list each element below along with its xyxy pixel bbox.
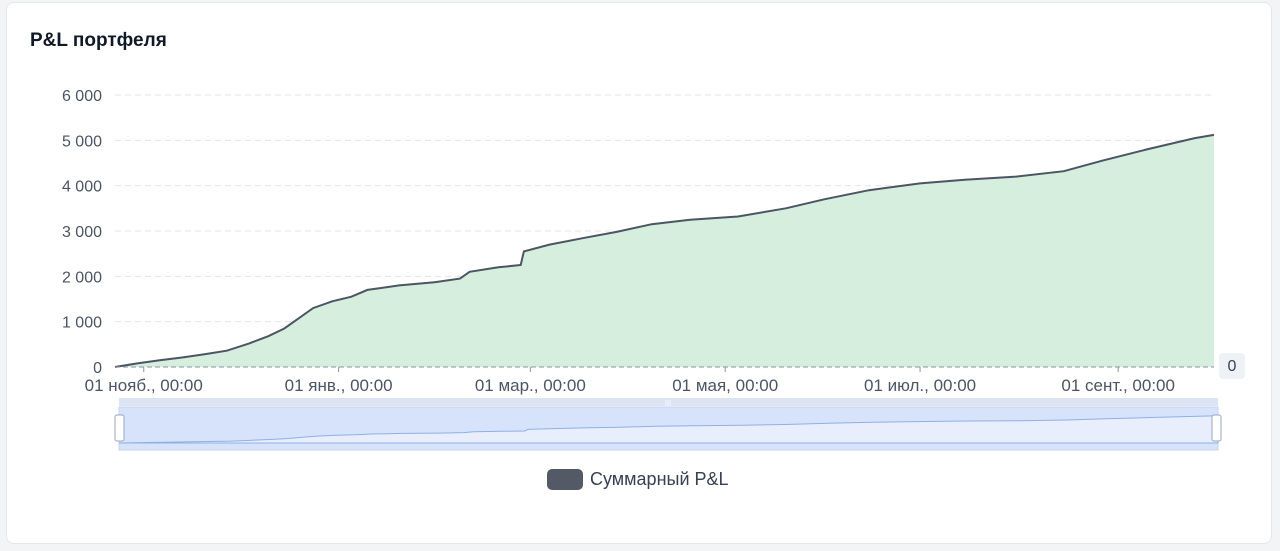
y-tick-label: 4 000 xyxy=(62,179,102,196)
x-tick-label: 01 нояб., 00:00 xyxy=(85,376,203,395)
y-tick-label: 5 000 xyxy=(62,133,102,150)
zoom-slider-top-bar[interactable] xyxy=(119,398,1218,406)
pnl-area xyxy=(115,134,1214,367)
zoom-slider-right-handle[interactable] xyxy=(1211,414,1222,442)
zoom-slider[interactable]: ||| xyxy=(114,398,1222,451)
x-tick-label: 01 янв., 00:00 xyxy=(285,376,393,395)
zoom-slider-preview xyxy=(118,415,1219,444)
zoom-slider-grip[interactable]: ||| xyxy=(665,399,671,408)
end-value-bg xyxy=(1219,353,1245,379)
chart-title: P&L портфеля xyxy=(30,30,167,51)
x-tick-label: 01 мар., 00:00 xyxy=(475,376,586,395)
y-tick-label: 3 000 xyxy=(62,224,102,241)
end-value-text: 0 xyxy=(1228,358,1237,375)
x-axis-ticks: 01 нояб., 00:00 01 янв., 00:00 01 мар., 00… xyxy=(85,367,1175,395)
legend-label[interactable]: Суммарный P&L xyxy=(590,469,729,489)
y-tick-label: 6 000 xyxy=(62,88,102,105)
zoom-slider-left-handle[interactable] xyxy=(114,414,125,442)
y-tick-label: 1 000 xyxy=(62,315,102,332)
x-tick-label: 01 сент., 00:00 xyxy=(1061,376,1175,395)
legend-swatch[interactable] xyxy=(547,469,583,490)
y-tick-label: 0 xyxy=(93,360,102,377)
y-axis-ticks: 0 1 000 2 000 3 000 4 000 5 000 6 000 xyxy=(62,88,102,377)
end-value-label: 0 xyxy=(1219,353,1245,379)
pnl-line xyxy=(114,133,1215,368)
x-tick-label: 01 июл., 00:00 xyxy=(864,376,976,395)
y-tick-label: 2 000 xyxy=(62,269,102,286)
x-tick-label: 01 мая, 00:00 xyxy=(672,376,778,395)
legend[interactable]: Суммарный P&L xyxy=(547,469,729,490)
